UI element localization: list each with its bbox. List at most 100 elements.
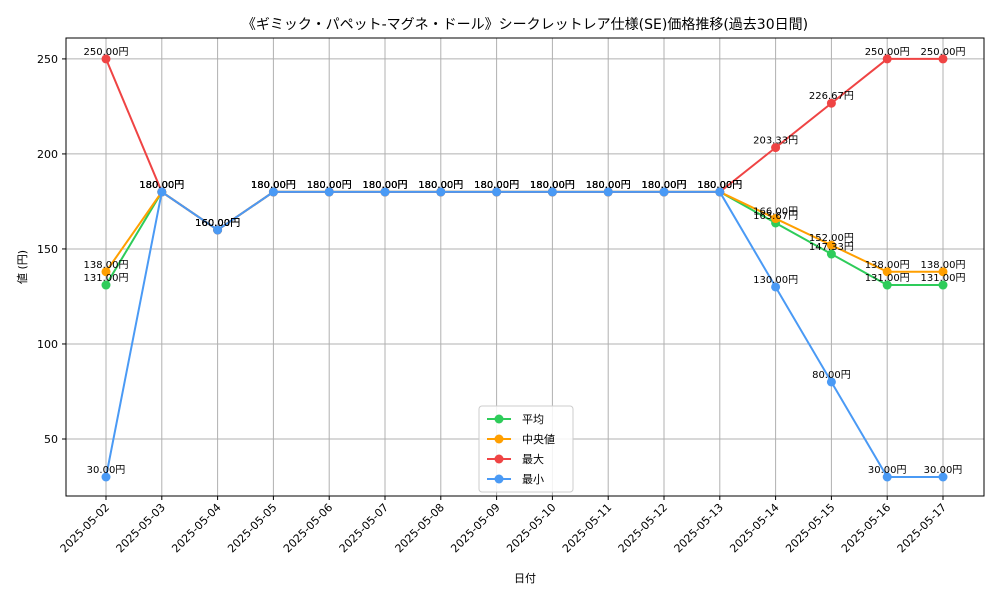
chart-title: 《ギミック・パペット-マグネ・ドール》シークレットレア仕様(SE)価格推移(過去… (242, 17, 808, 33)
data-label: 180.00円 (307, 180, 352, 191)
data-point (715, 187, 725, 197)
data-label: 30.00円 (924, 465, 963, 476)
data-label: 180.00円 (586, 180, 631, 191)
data-label: 147.33円 (809, 242, 854, 253)
legend-label: 最大 (522, 452, 544, 466)
data-label: 180.00円 (530, 180, 575, 191)
x-tick-label: 2025-05-07 (337, 501, 391, 555)
data-point (938, 472, 948, 482)
y-tick-label: 100 (37, 338, 58, 351)
data-label: 180.00円 (363, 180, 408, 191)
data-label: 160.00円 (195, 218, 240, 229)
data-point (771, 143, 781, 153)
y-tick-label: 200 (37, 148, 58, 161)
data-label: 180.00円 (530, 180, 575, 191)
data-label: 152.00円 (809, 233, 854, 244)
x-tick-label: 2025-05-05 (225, 501, 279, 555)
data-label: 180.00円 (697, 180, 742, 191)
data-label: 180.00円 (530, 180, 575, 191)
series-line (105, 190, 943, 273)
data-label: 30.00円 (87, 465, 126, 476)
legend-swatch-marker (494, 454, 504, 464)
data-label: 180.00円 (474, 180, 519, 191)
legend-label: 中央値 (522, 433, 555, 446)
data-label: 180.00円 (363, 180, 408, 191)
data-label: 250.00円 (921, 47, 966, 58)
x-tick-label: 2025-05-15 (783, 501, 837, 555)
series-2 (101, 54, 948, 235)
x-axis: 2025-05-02 2025-05-03 2025-05-04 2025-05-05… (58, 496, 949, 555)
data-point (603, 187, 613, 197)
legend-swatch-marker (494, 414, 504, 424)
x-tick-label: 2025-05-02 (58, 501, 112, 555)
data-label: 180.00円 (307, 180, 352, 191)
data-point (826, 377, 836, 387)
x-tick-label: 2025-05-10 (504, 501, 558, 555)
x-tick-label: 2025-05-04 (169, 501, 223, 555)
data-label: 180.00円 (418, 180, 463, 191)
data-label: 131.00円 (84, 273, 129, 284)
data-label: 131.00円 (865, 273, 910, 284)
x-tick-label: 2025-05-11 (560, 501, 614, 555)
x-tick-label: 2025-05-06 (281, 501, 335, 555)
data-point (938, 280, 948, 290)
x-tick-label: 2025-05-09 (448, 501, 502, 555)
legend-entry: 中央値 (487, 433, 555, 446)
data-label: 166.00円 (753, 207, 798, 218)
legend-entry: 最大 (487, 452, 544, 466)
series-3 (101, 187, 948, 482)
data-label: 180.00円 (307, 180, 352, 191)
data-label: 138.00円 (921, 260, 966, 271)
data-label: 160.00円 (195, 218, 240, 229)
data-point (938, 267, 948, 277)
data-point (101, 472, 111, 482)
data-point (826, 240, 836, 250)
legend-swatch-marker (494, 434, 504, 444)
y-tick-label: 50 (44, 433, 58, 446)
data-label: 180.00円 (363, 180, 408, 191)
data-label: 180.00円 (474, 180, 519, 191)
legend-entry: 最小 (487, 473, 544, 486)
data-point (826, 249, 836, 259)
data-label: 180.00円 (642, 180, 687, 191)
legend-entry: 平均 (487, 413, 544, 426)
data-label: 80.00円 (812, 370, 851, 381)
data-point (492, 187, 502, 197)
data-point (882, 267, 892, 277)
y-axis: 50 100 150 200 250 (37, 53, 66, 446)
x-tick-label: 2025-05-12 (616, 501, 670, 555)
x-tick-label: 2025-05-08 (393, 501, 447, 555)
x-tick-label: 2025-05-03 (114, 501, 168, 555)
data-label: 180.00円 (251, 180, 296, 191)
data-label: 180.00円 (139, 180, 184, 191)
y-tick-label: 150 (37, 243, 58, 256)
data-label: 180.00円 (586, 180, 631, 191)
data-label: 203.33円 (753, 136, 798, 147)
data-label: 250.00円 (84, 47, 129, 58)
data-label: 180.00円 (363, 180, 408, 191)
data-label: 30.00円 (868, 465, 907, 476)
data-label: 180.00円 (139, 180, 184, 191)
data-label: 180.00円 (697, 180, 742, 191)
data-point (101, 54, 111, 64)
data-label: 180.00円 (697, 180, 742, 191)
data-point (157, 187, 167, 197)
data-point (938, 54, 948, 64)
y-axis-label: 値 (円) (16, 250, 29, 284)
data-label: 160.00円 (195, 218, 240, 229)
data-label: 180.00円 (418, 180, 463, 191)
data-point (436, 187, 446, 197)
data-label: 180.00円 (474, 180, 519, 191)
data-label: 180.00円 (586, 180, 631, 191)
data-point (882, 54, 892, 64)
data-point (380, 187, 390, 197)
data-label: 180.00円 (418, 180, 463, 191)
data-label: 160.00円 (195, 218, 240, 229)
data-label: 180.00円 (642, 180, 687, 191)
data-label: 180.00円 (586, 180, 631, 191)
data-label: 226.67円 (809, 91, 854, 102)
data-point (547, 187, 557, 197)
data-label: 180.00円 (642, 180, 687, 191)
